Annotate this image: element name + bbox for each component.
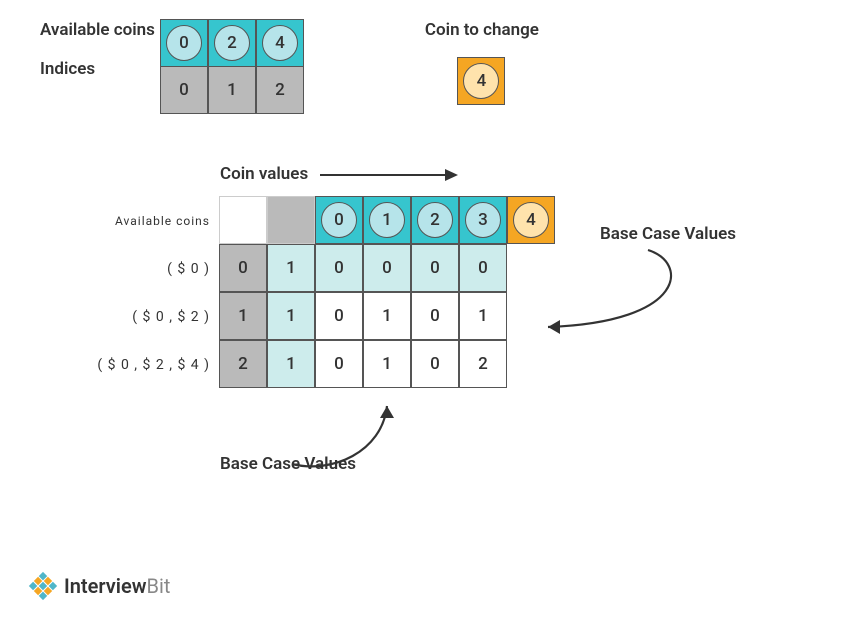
logo-text-2: Bit — [147, 574, 171, 598]
dp-rowhdr-cell: 1 — [219, 292, 267, 340]
dp-cell: 0 — [363, 244, 411, 292]
dp-cell: 1 — [363, 292, 411, 340]
coin-to-change-title: Coin to change — [425, 20, 539, 40]
coin-cell: 2 — [208, 19, 256, 67]
dp-cell: 1 — [459, 292, 507, 340]
dp-cell-blank — [507, 340, 555, 388]
top-labels-col: Available coins Indices — [40, 20, 155, 81]
dp-cell: 1 — [267, 244, 315, 292]
dp-section: Coin values Available coins ( $ 0 ) ( $ … — [40, 164, 818, 389]
top-row: Available coins Indices 0 2 4 0 1 2 Coin… — [40, 20, 818, 114]
dp-header-cell: 0 — [315, 196, 363, 244]
coin-circle-icon: 0 — [321, 202, 357, 238]
index-cell: 1 — [208, 66, 256, 114]
dp-cell: 1 — [363, 340, 411, 388]
coin-circle-icon: 4 — [262, 25, 298, 61]
dp-cell: 0 — [315, 244, 363, 292]
indices-label: Indices — [40, 59, 155, 80]
dp-cell: 0 — [315, 292, 363, 340]
index-cell: 0 — [160, 66, 208, 114]
logo-diamond-icon — [28, 571, 58, 601]
dp-header-blank2 — [267, 196, 315, 244]
dp-cell: 0 — [411, 244, 459, 292]
coin-circle-icon: 2 — [214, 25, 250, 61]
coin-circle-icon: 2 — [417, 202, 453, 238]
base-case-label-right: Base Case Values — [600, 224, 736, 244]
available-coins-label: Available coins — [40, 20, 155, 41]
dp-cell: 1 — [267, 340, 315, 388]
arrow-right-icon — [320, 166, 460, 184]
dp-cell-blank — [507, 244, 555, 292]
dp-header-cell: 1 — [363, 196, 411, 244]
dp-header-cell-highlight: 4 — [507, 196, 555, 244]
dp-grid: 0 1 2 3 4 0 1 0 0 0 0 1 1 0 1 0 1 2 1 0 … — [220, 197, 556, 389]
dp-cell: 1 — [267, 292, 315, 340]
coin-circle-icon: 0 — [166, 25, 202, 61]
dp-cell-blank — [507, 292, 555, 340]
row-label: ( $ 0 , $ 2 ) — [40, 293, 220, 341]
base-case-label-bottom: Base Case Values — [220, 454, 356, 474]
dp-cell: 0 — [411, 292, 459, 340]
available-coins-small-label: Available coins — [40, 197, 220, 245]
dp-cell: 0 — [459, 244, 507, 292]
coin-circle-icon: 3 — [465, 202, 501, 238]
row-label: ( $ 0 , $ 2 , $ 4 ) — [40, 341, 220, 389]
coin-circle-icon: 1 — [369, 202, 405, 238]
coins-indices-table: 0 2 4 0 1 2 — [161, 20, 305, 114]
dp-rowhdr-cell: 0 — [219, 244, 267, 292]
dp-header-cell: 2 — [411, 196, 459, 244]
dp-header-blank — [219, 196, 267, 244]
row-label: ( $ 0 ) — [40, 245, 220, 293]
coin-to-change-cell: 4 — [457, 57, 505, 105]
interviewbit-logo: InterviewBit — [28, 571, 170, 601]
logo-text-1: Interview — [64, 574, 147, 598]
coin-to-change-circle-icon: 4 — [463, 63, 499, 99]
coin-circle-icon: 4 — [513, 202, 549, 238]
dp-row-labels: Available coins ( $ 0 ) ( $ 0 , $ 2 ) ( … — [40, 197, 220, 389]
coin-values-label: Coin values — [220, 164, 308, 185]
dp-cell: 0 — [411, 340, 459, 388]
dp-rowhdr-cell: 2 — [219, 340, 267, 388]
dp-cell: 2 — [459, 340, 507, 388]
coin-cell: 4 — [256, 19, 304, 67]
coin-cell: 0 — [160, 19, 208, 67]
dp-cell: 0 — [315, 340, 363, 388]
coin-values-header: Coin values — [220, 164, 818, 185]
index-cell: 2 — [256, 66, 304, 114]
dp-header-cell: 3 — [459, 196, 507, 244]
coin-to-change-block: Coin to change 4 — [425, 20, 539, 105]
